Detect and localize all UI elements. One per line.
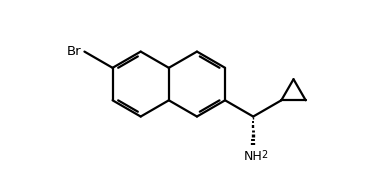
Text: Br: Br <box>67 45 81 58</box>
Text: 2: 2 <box>261 150 267 160</box>
Text: NH: NH <box>244 150 263 163</box>
